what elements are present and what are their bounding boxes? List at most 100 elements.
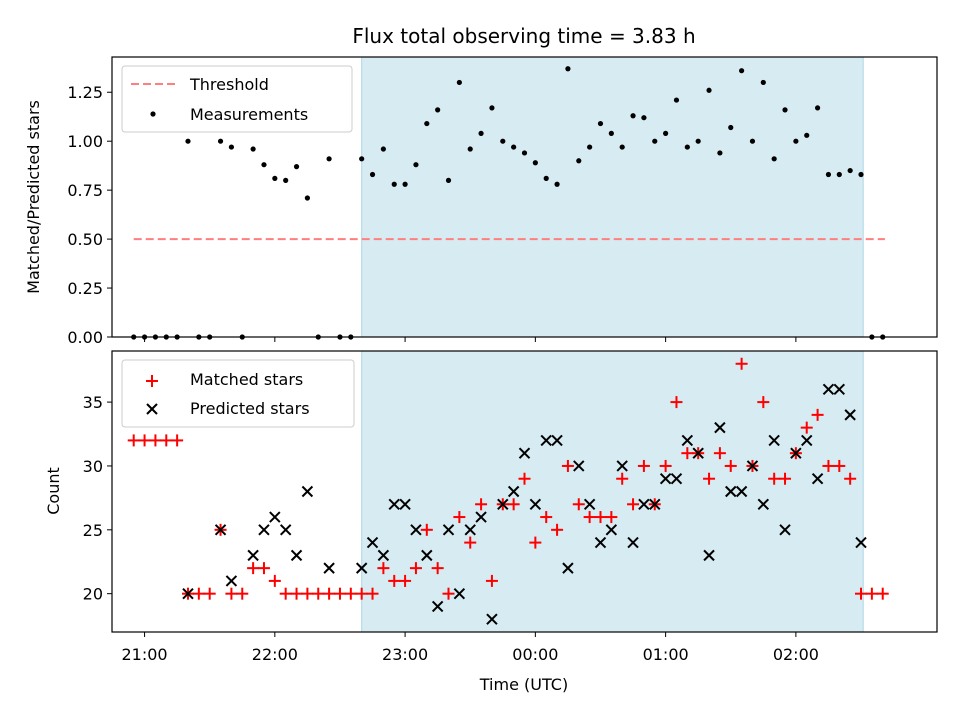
predicted-star-point bbox=[801, 434, 813, 447]
matched-star-point bbox=[377, 562, 390, 575]
predicted-star-point bbox=[290, 549, 303, 562]
matched-star-point bbox=[355, 587, 368, 600]
predicted-star-point bbox=[323, 562, 335, 574]
predicted-star-point bbox=[714, 421, 726, 434]
predicted-star-point bbox=[594, 536, 607, 549]
matched-legend-swatch bbox=[146, 375, 158, 387]
top-plot-marks bbox=[131, 66, 886, 340]
matched-star-point bbox=[779, 472, 792, 485]
predicted-star-point bbox=[583, 498, 596, 510]
matched-star-point bbox=[594, 511, 607, 524]
matched-star-point bbox=[822, 459, 835, 472]
bottom-ytick-label: 25 bbox=[83, 521, 103, 540]
measurement-point bbox=[283, 177, 289, 183]
predicted-star-point bbox=[681, 434, 694, 447]
measurement-point bbox=[413, 162, 419, 168]
bottom-axes-frame bbox=[111, 350, 938, 633]
predicted-star-point bbox=[388, 498, 400, 510]
predicted-star-point bbox=[638, 498, 650, 510]
matched-star-point bbox=[171, 434, 184, 447]
predicted-star-point bbox=[225, 575, 238, 587]
bottom-xtick-label: 23:00 bbox=[382, 645, 428, 664]
measurement-point bbox=[749, 138, 756, 144]
top-shaded-span bbox=[361, 57, 864, 337]
predicted-star-point bbox=[692, 447, 704, 459]
matched-star-point bbox=[637, 459, 650, 472]
measurement-point bbox=[728, 124, 734, 131]
measurements-legend-swatch bbox=[150, 111, 156, 117]
bottom-axis-ticks: 21:00 22:00 23:00 00:00 01:00 02:00 20 25 30 35 bbox=[83, 393, 819, 664]
top-ytick-label: 1.00 bbox=[67, 132, 103, 151]
matched-star-point bbox=[507, 498, 520, 511]
predicted-star-point bbox=[475, 511, 487, 523]
measurement-point bbox=[608, 130, 614, 136]
predicted-star-point bbox=[182, 587, 194, 600]
measurement-point bbox=[858, 171, 864, 178]
matched-star-point bbox=[442, 587, 455, 600]
measurement-point bbox=[641, 115, 647, 121]
matched-star-point bbox=[420, 523, 433, 536]
measurement-point bbox=[445, 177, 452, 183]
measurement-point bbox=[652, 138, 658, 144]
top-legend-box bbox=[121, 65, 353, 133]
measurement-point bbox=[435, 107, 441, 113]
matched-legend-label: Matched stars bbox=[190, 370, 303, 389]
predicted-star-point bbox=[822, 383, 835, 396]
predicted-star-point bbox=[627, 536, 639, 549]
predicted-star-point bbox=[529, 498, 542, 510]
measurement-point bbox=[684, 144, 690, 150]
top-ytick-label: 0.25 bbox=[67, 279, 103, 298]
measurement-point bbox=[293, 164, 300, 170]
measurement-point bbox=[261, 162, 267, 168]
matched-star-point bbox=[453, 511, 466, 524]
predicted-star-point bbox=[616, 460, 628, 472]
matched-star-point bbox=[681, 447, 694, 460]
predicted-star-point bbox=[464, 524, 476, 536]
bottom-xtick-label: 02:00 bbox=[773, 645, 819, 664]
measurement-point bbox=[185, 138, 191, 144]
bottom-ytick-label: 20 bbox=[83, 585, 103, 604]
bottom-panel: 21:00 22:00 23:00 00:00 01:00 02:00 20 25 30 35 C… bbox=[44, 350, 938, 694]
measurement-point bbox=[511, 144, 517, 150]
matched-star-point bbox=[735, 357, 748, 370]
bottom-legend: Matched stars Predicted stars bbox=[121, 359, 355, 428]
measurement-point bbox=[587, 144, 593, 150]
predicted-legend-label: Predicted stars bbox=[190, 399, 310, 418]
predicted-legend-swatch bbox=[146, 403, 158, 415]
matched-star-point bbox=[627, 498, 640, 511]
matched-star-point bbox=[713, 447, 726, 460]
predicted-star-point bbox=[703, 549, 715, 562]
predicted-star-point bbox=[247, 549, 259, 562]
predicted-star-point bbox=[518, 447, 531, 459]
measurement-point bbox=[760, 79, 766, 86]
measurement-point bbox=[619, 144, 625, 150]
predicted-star-point bbox=[366, 536, 379, 549]
matched-star-point bbox=[529, 536, 542, 549]
bottom-ytick-label: 30 bbox=[83, 457, 103, 476]
matched-star-point bbox=[192, 587, 205, 600]
matched-star-point bbox=[344, 587, 357, 600]
matched-star-point bbox=[551, 523, 564, 536]
matched-star-point bbox=[431, 562, 444, 575]
measurement-point bbox=[663, 130, 669, 136]
measurement-point bbox=[456, 79, 462, 86]
matched-star-point bbox=[518, 472, 531, 485]
predicted-star-point bbox=[269, 511, 281, 523]
measurement-point bbox=[359, 156, 365, 162]
matched-star-point bbox=[561, 459, 574, 472]
measurement-point bbox=[814, 105, 821, 111]
measurements-legend-label: Measurements bbox=[190, 105, 308, 124]
matched-star-point bbox=[865, 587, 878, 600]
predicted-star-point bbox=[442, 524, 455, 536]
predicted-star-point bbox=[431, 600, 444, 613]
measurement-point bbox=[836, 171, 842, 178]
bottom-ylabel: Count bbox=[44, 467, 63, 515]
predicted-star-point bbox=[855, 536, 867, 549]
bottom-xtick-label: 22:00 bbox=[252, 645, 298, 664]
matched-star-point bbox=[257, 562, 270, 575]
measurement-point bbox=[825, 171, 832, 178]
top-ytick-label: 1.25 bbox=[67, 83, 103, 102]
measurement-point bbox=[543, 175, 549, 181]
predicted-star-point bbox=[670, 473, 683, 485]
